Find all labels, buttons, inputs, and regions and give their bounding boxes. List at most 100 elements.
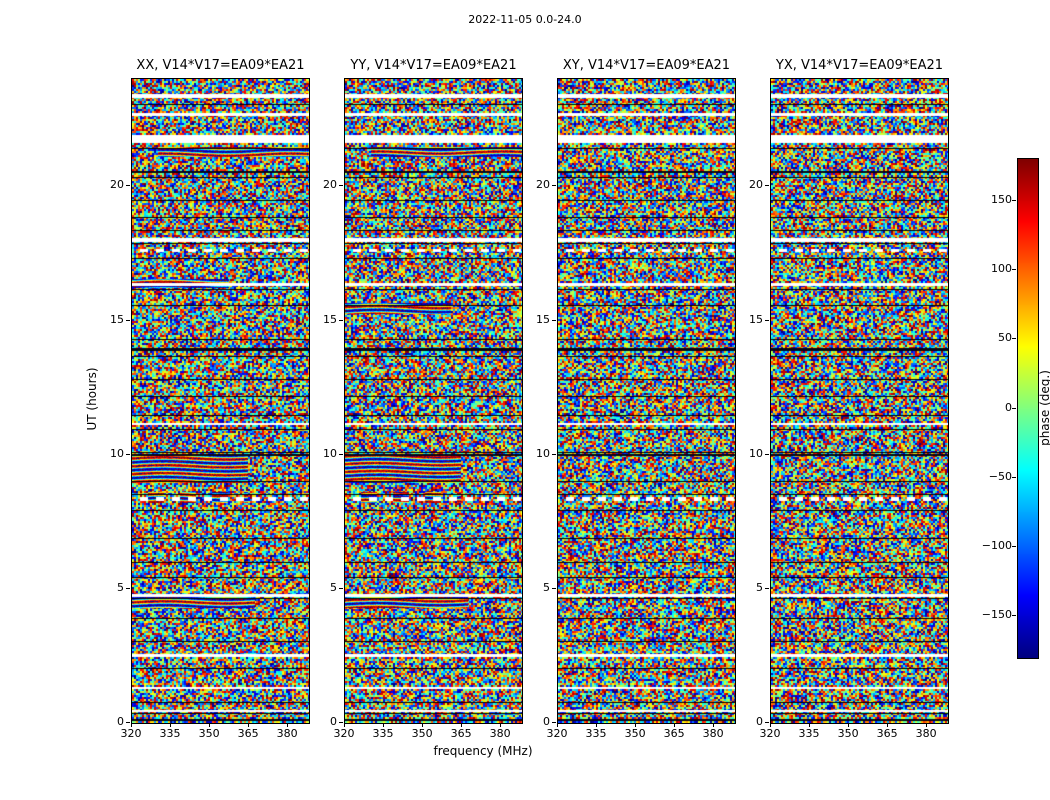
y-tick-label: 5 <box>543 580 550 594</box>
x-tick-label: 350 <box>837 727 859 740</box>
y-tick-label: 10 <box>536 446 550 460</box>
colorbar-tick-label: −150 <box>981 608 1012 622</box>
x-tick-label: 380 <box>702 727 724 740</box>
x-tick-label: 380 <box>276 727 298 740</box>
panel-title-xy: XY, V14*V17=EA09*EA21 <box>562 58 731 73</box>
x-tick-label: 380 <box>489 727 511 740</box>
x-axis-label: frequency (MHz) <box>433 744 533 758</box>
tick-mark <box>126 587 130 589</box>
y-tick-label: 5 <box>756 580 763 594</box>
x-tick-label: 335 <box>372 727 394 740</box>
x-tick-label: 320 <box>333 727 355 740</box>
y-tick-label: 20 <box>749 178 763 192</box>
x-tick-label: 320 <box>759 727 781 740</box>
tick-mark <box>339 319 343 321</box>
x-tick-label: 350 <box>624 727 646 740</box>
tick-mark <box>713 723 715 727</box>
y-axis-label: UT (hours) <box>85 367 99 431</box>
tick-mark <box>209 723 211 727</box>
tick-mark <box>557 723 558 727</box>
tick-mark <box>765 319 769 321</box>
heatmap-panel-xx: XX, V14*V17=EA09*EA21 <box>131 58 310 724</box>
tick-mark <box>126 722 130 723</box>
tick-mark <box>809 723 811 727</box>
tick-mark <box>126 185 130 187</box>
colorbar-tick-label: −50 <box>988 469 1012 483</box>
tick-mark <box>765 722 769 723</box>
y-tick-label: 10 <box>110 446 124 460</box>
colorbar-tick-label: −100 <box>981 539 1012 553</box>
tick-mark <box>131 723 132 727</box>
tick-mark <box>339 185 343 187</box>
y-tick-label: 20 <box>536 178 550 192</box>
x-tick-label: 365 <box>876 727 898 740</box>
tick-mark <box>1012 338 1016 340</box>
y-tick-label: 0 <box>330 715 337 728</box>
tick-mark <box>1012 268 1016 270</box>
tick-mark <box>248 723 250 727</box>
figure-title: 2022-11-05 0.0-24.0 <box>468 13 582 26</box>
y-tick-label: 20 <box>323 178 337 192</box>
colorbar-label: phase (deg.) <box>1038 370 1050 446</box>
tick-mark <box>926 723 928 727</box>
tick-mark <box>344 723 345 727</box>
y-tick-label: 10 <box>749 446 763 460</box>
y-tick-label: 15 <box>536 312 550 326</box>
tick-mark <box>339 722 343 723</box>
tick-mark <box>1012 407 1016 409</box>
tick-mark <box>552 453 556 455</box>
y-tick-label: 0 <box>117 715 124 728</box>
heatmap-panel-yx: YX, V14*V17=EA09*EA21 <box>770 58 949 724</box>
y-tick-label: 0 <box>756 715 763 728</box>
y-tick-label: 10 <box>323 446 337 460</box>
tick-mark <box>287 723 289 727</box>
panel-title-xx: XX, V14*V17=EA09*EA21 <box>136 58 305 73</box>
x-tick-label: 320 <box>120 727 142 740</box>
y-tick-label: 5 <box>117 580 124 594</box>
tick-mark <box>635 723 637 727</box>
tick-mark <box>383 723 385 727</box>
x-tick-label: 365 <box>663 727 685 740</box>
x-tick-label: 365 <box>237 727 259 740</box>
tick-mark <box>552 319 556 321</box>
x-tick-label: 335 <box>585 727 607 740</box>
tick-mark <box>500 723 502 727</box>
tick-mark <box>1012 615 1016 617</box>
tick-mark <box>887 723 889 727</box>
y-tick-label: 15 <box>749 312 763 326</box>
tick-mark <box>765 453 769 455</box>
tick-mark <box>552 587 556 589</box>
tick-mark <box>1012 546 1016 548</box>
tick-mark <box>848 723 850 727</box>
x-tick-label: 350 <box>411 727 433 740</box>
tick-mark <box>170 723 172 727</box>
colorbar <box>1017 158 1039 659</box>
x-tick-label: 380 <box>915 727 937 740</box>
panel-title-yy: YY, V14*V17=EA09*EA21 <box>350 58 517 73</box>
colorbar-tick-label: 50 <box>998 331 1012 345</box>
colorbar-tick-label: 0 <box>1005 400 1012 414</box>
tick-mark <box>1012 476 1016 478</box>
x-tick-label: 320 <box>546 727 568 740</box>
x-tick-label: 365 <box>450 727 472 740</box>
heatmap-canvas-xx <box>132 79 309 723</box>
y-tick-label: 5 <box>330 580 337 594</box>
heatmap-canvas-yy <box>345 79 522 723</box>
y-tick-label: 15 <box>323 312 337 326</box>
panel-title-yx: YX, V14*V17=EA09*EA21 <box>775 58 944 73</box>
y-tick-label: 0 <box>543 715 550 728</box>
tick-mark <box>765 587 769 589</box>
tick-mark <box>552 185 556 187</box>
tick-mark <box>552 722 556 723</box>
colorbar-tick-label: 100 <box>991 261 1012 275</box>
colorbar-canvas <box>1018 159 1038 658</box>
y-tick-label: 15 <box>110 312 124 326</box>
tick-mark <box>339 587 343 589</box>
y-tick-label: 20 <box>110 178 124 192</box>
heatmap-panel-xy: XY, V14*V17=EA09*EA21 <box>557 58 736 724</box>
tick-mark <box>770 723 771 727</box>
tick-mark <box>461 723 463 727</box>
tick-mark <box>596 723 598 727</box>
x-tick-label: 335 <box>798 727 820 740</box>
